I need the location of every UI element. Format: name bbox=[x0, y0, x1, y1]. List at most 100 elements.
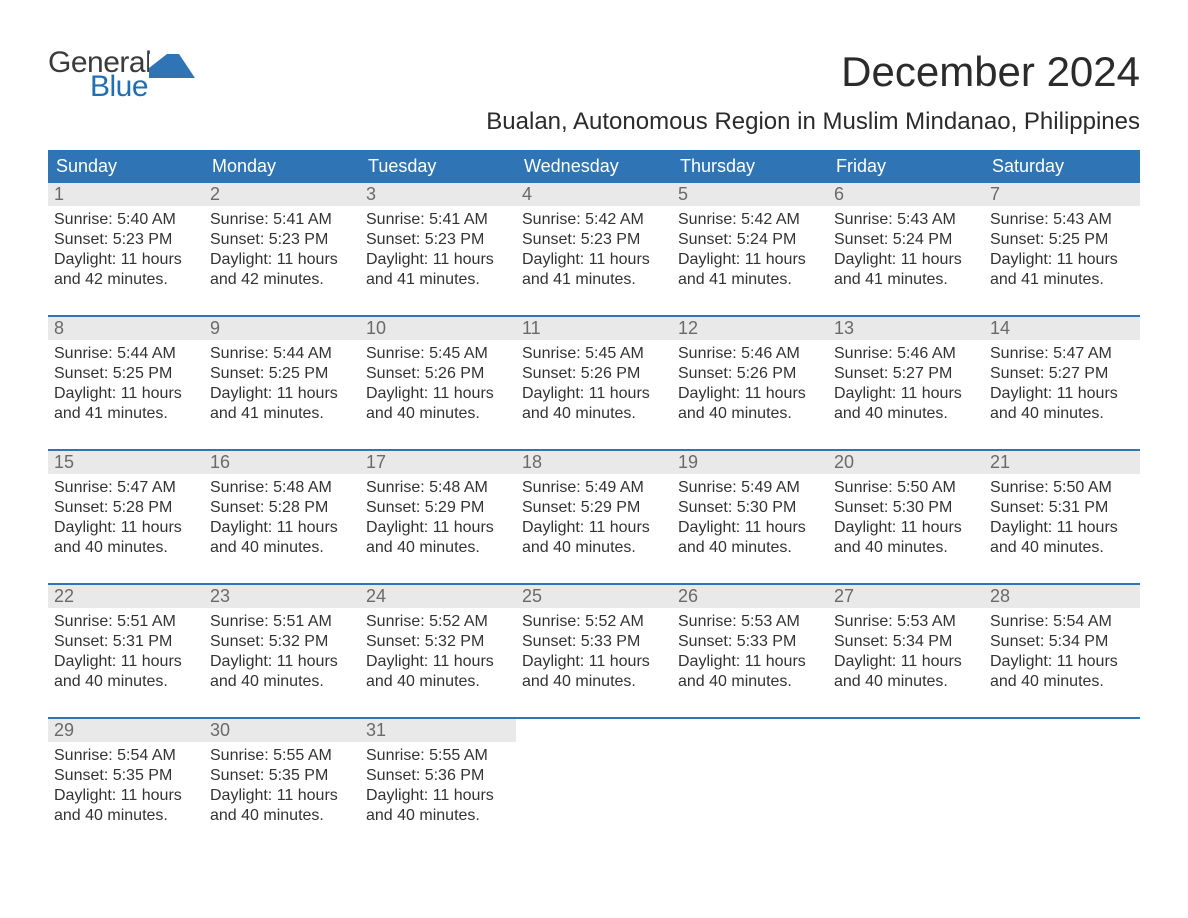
daylight-line1: Daylight: 11 hours bbox=[678, 250, 822, 270]
day-cell: 13Sunrise: 5:46 AMSunset: 5:27 PMDayligh… bbox=[828, 317, 984, 429]
sunset-text: Sunset: 5:35 PM bbox=[210, 766, 354, 786]
logo-word-blue: Blue bbox=[90, 72, 151, 102]
day-number: 19 bbox=[672, 451, 828, 474]
weekday-header: Sunday bbox=[48, 150, 204, 183]
daylight-line2: and 40 minutes. bbox=[522, 538, 666, 558]
day-cell bbox=[984, 719, 1140, 831]
day-number: 17 bbox=[360, 451, 516, 474]
day-number: 12 bbox=[672, 317, 828, 340]
day-number: 8 bbox=[48, 317, 204, 340]
daylight-line1: Daylight: 11 hours bbox=[522, 384, 666, 404]
daylight-line1: Daylight: 11 hours bbox=[678, 518, 822, 538]
day-cell: 3Sunrise: 5:41 AMSunset: 5:23 PMDaylight… bbox=[360, 183, 516, 295]
daylight-line2: and 40 minutes. bbox=[210, 538, 354, 558]
daylight-line2: and 40 minutes. bbox=[366, 672, 510, 692]
day-body: Sunrise: 5:42 AMSunset: 5:23 PMDaylight:… bbox=[516, 206, 672, 294]
daylight-line2: and 40 minutes. bbox=[54, 806, 198, 826]
sunrise-text: Sunrise: 5:52 AM bbox=[366, 612, 510, 632]
day-cell: 30Sunrise: 5:55 AMSunset: 5:35 PMDayligh… bbox=[204, 719, 360, 831]
sunrise-text: Sunrise: 5:47 AM bbox=[990, 344, 1134, 364]
daylight-line1: Daylight: 11 hours bbox=[210, 786, 354, 806]
weekday-header: Saturday bbox=[984, 150, 1140, 183]
sunrise-text: Sunrise: 5:47 AM bbox=[54, 478, 198, 498]
day-cell: 20Sunrise: 5:50 AMSunset: 5:30 PMDayligh… bbox=[828, 451, 984, 563]
day-number: 16 bbox=[204, 451, 360, 474]
day-number: 27 bbox=[828, 585, 984, 608]
sunset-text: Sunset: 5:26 PM bbox=[522, 364, 666, 384]
week-row: 15Sunrise: 5:47 AMSunset: 5:28 PMDayligh… bbox=[48, 449, 1140, 563]
sunrise-text: Sunrise: 5:54 AM bbox=[990, 612, 1134, 632]
daylight-line2: and 40 minutes. bbox=[990, 672, 1134, 692]
daylight-line1: Daylight: 11 hours bbox=[834, 518, 978, 538]
daylight-line2: and 40 minutes. bbox=[210, 806, 354, 826]
weeks-container: 1Sunrise: 5:40 AMSunset: 5:23 PMDaylight… bbox=[48, 183, 1140, 831]
sunset-text: Sunset: 5:33 PM bbox=[678, 632, 822, 652]
day-cell: 14Sunrise: 5:47 AMSunset: 5:27 PMDayligh… bbox=[984, 317, 1140, 429]
daylight-line1: Daylight: 11 hours bbox=[54, 250, 198, 270]
sunset-text: Sunset: 5:32 PM bbox=[210, 632, 354, 652]
week-row: 22Sunrise: 5:51 AMSunset: 5:31 PMDayligh… bbox=[48, 583, 1140, 697]
daylight-line2: and 42 minutes. bbox=[54, 270, 198, 290]
sunset-text: Sunset: 5:31 PM bbox=[990, 498, 1134, 518]
day-body: Sunrise: 5:54 AMSunset: 5:35 PMDaylight:… bbox=[48, 742, 204, 830]
daylight-line2: and 40 minutes. bbox=[522, 404, 666, 424]
sunrise-text: Sunrise: 5:55 AM bbox=[210, 746, 354, 766]
sunset-text: Sunset: 5:36 PM bbox=[366, 766, 510, 786]
day-body: Sunrise: 5:51 AMSunset: 5:32 PMDaylight:… bbox=[204, 608, 360, 696]
week-row: 29Sunrise: 5:54 AMSunset: 5:35 PMDayligh… bbox=[48, 717, 1140, 831]
day-cell: 11Sunrise: 5:45 AMSunset: 5:26 PMDayligh… bbox=[516, 317, 672, 429]
day-number: 26 bbox=[672, 585, 828, 608]
day-cell: 31Sunrise: 5:55 AMSunset: 5:36 PMDayligh… bbox=[360, 719, 516, 831]
day-number: 22 bbox=[48, 585, 204, 608]
daylight-line1: Daylight: 11 hours bbox=[366, 518, 510, 538]
day-body: Sunrise: 5:49 AMSunset: 5:29 PMDaylight:… bbox=[516, 474, 672, 562]
daylight-line2: and 41 minutes. bbox=[990, 270, 1134, 290]
week-row: 8Sunrise: 5:44 AMSunset: 5:25 PMDaylight… bbox=[48, 315, 1140, 429]
header-row: General Blue December 2024 bbox=[48, 48, 1140, 102]
day-cell: 9Sunrise: 5:44 AMSunset: 5:25 PMDaylight… bbox=[204, 317, 360, 429]
day-body: Sunrise: 5:55 AMSunset: 5:36 PMDaylight:… bbox=[360, 742, 516, 830]
day-cell: 16Sunrise: 5:48 AMSunset: 5:28 PMDayligh… bbox=[204, 451, 360, 563]
daylight-line1: Daylight: 11 hours bbox=[210, 652, 354, 672]
day-cell: 10Sunrise: 5:45 AMSunset: 5:26 PMDayligh… bbox=[360, 317, 516, 429]
daylight-line2: and 40 minutes. bbox=[366, 538, 510, 558]
daylight-line2: and 40 minutes. bbox=[834, 538, 978, 558]
day-cell: 24Sunrise: 5:52 AMSunset: 5:32 PMDayligh… bbox=[360, 585, 516, 697]
day-number: 7 bbox=[984, 183, 1140, 206]
sunset-text: Sunset: 5:34 PM bbox=[990, 632, 1134, 652]
daylight-line1: Daylight: 11 hours bbox=[54, 384, 198, 404]
day-cell bbox=[672, 719, 828, 831]
day-cell: 21Sunrise: 5:50 AMSunset: 5:31 PMDayligh… bbox=[984, 451, 1140, 563]
day-number: 29 bbox=[48, 719, 204, 742]
sunrise-text: Sunrise: 5:44 AM bbox=[210, 344, 354, 364]
daylight-line1: Daylight: 11 hours bbox=[366, 652, 510, 672]
weekday-header: Tuesday bbox=[360, 150, 516, 183]
sunrise-text: Sunrise: 5:49 AM bbox=[522, 478, 666, 498]
day-cell: 12Sunrise: 5:46 AMSunset: 5:26 PMDayligh… bbox=[672, 317, 828, 429]
sunset-text: Sunset: 5:23 PM bbox=[54, 230, 198, 250]
sunset-text: Sunset: 5:27 PM bbox=[834, 364, 978, 384]
sunrise-text: Sunrise: 5:48 AM bbox=[210, 478, 354, 498]
daylight-line1: Daylight: 11 hours bbox=[210, 518, 354, 538]
day-number: 31 bbox=[360, 719, 516, 742]
day-body: Sunrise: 5:53 AMSunset: 5:33 PMDaylight:… bbox=[672, 608, 828, 696]
day-cell: 23Sunrise: 5:51 AMSunset: 5:32 PMDayligh… bbox=[204, 585, 360, 697]
day-cell: 6Sunrise: 5:43 AMSunset: 5:24 PMDaylight… bbox=[828, 183, 984, 295]
day-cell bbox=[828, 719, 984, 831]
day-body: Sunrise: 5:52 AMSunset: 5:32 PMDaylight:… bbox=[360, 608, 516, 696]
daylight-line2: and 41 minutes. bbox=[54, 404, 198, 424]
daylight-line2: and 41 minutes. bbox=[366, 270, 510, 290]
day-body: Sunrise: 5:43 AMSunset: 5:24 PMDaylight:… bbox=[828, 206, 984, 294]
daylight-line1: Daylight: 11 hours bbox=[54, 652, 198, 672]
day-number: 24 bbox=[360, 585, 516, 608]
day-body: Sunrise: 5:42 AMSunset: 5:24 PMDaylight:… bbox=[672, 206, 828, 294]
day-body: Sunrise: 5:50 AMSunset: 5:30 PMDaylight:… bbox=[828, 474, 984, 562]
day-number: 28 bbox=[984, 585, 1140, 608]
sunrise-text: Sunrise: 5:41 AM bbox=[210, 210, 354, 230]
day-body: Sunrise: 5:49 AMSunset: 5:30 PMDaylight:… bbox=[672, 474, 828, 562]
daylight-line2: and 41 minutes. bbox=[678, 270, 822, 290]
daylight-line1: Daylight: 11 hours bbox=[834, 250, 978, 270]
sunrise-text: Sunrise: 5:45 AM bbox=[522, 344, 666, 364]
day-cell: 26Sunrise: 5:53 AMSunset: 5:33 PMDayligh… bbox=[672, 585, 828, 697]
day-number: 25 bbox=[516, 585, 672, 608]
